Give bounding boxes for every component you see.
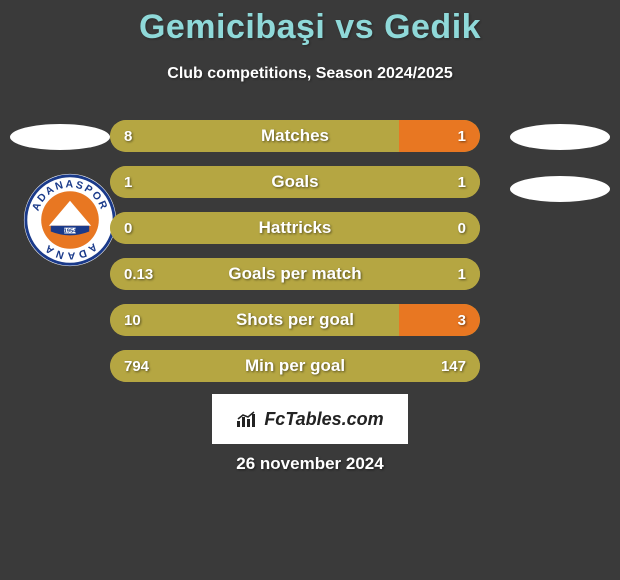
placeholder-shape-right-1 xyxy=(510,124,610,150)
page-subtitle: Club competitions, Season 2024/2025 xyxy=(0,65,620,83)
stat-label: Goals xyxy=(110,166,480,198)
stat-value-left: 0 xyxy=(124,212,132,244)
stat-label: Matches xyxy=(110,120,480,152)
stat-value-left: 0.13 xyxy=(124,258,153,290)
stat-row: Matches8 1 xyxy=(110,120,480,152)
stat-value-right: 147 xyxy=(441,350,466,382)
stat-value-right: 1 xyxy=(458,120,466,152)
stat-label: Goals per match xyxy=(110,258,480,290)
placeholder-shape-right-2 xyxy=(510,176,610,202)
stat-label: Shots per goal xyxy=(110,304,480,336)
team-badge-adanaspor: ADANASPOR ADANA 1954 xyxy=(22,172,118,268)
stat-value-left: 8 xyxy=(124,120,132,152)
stat-value-left: 1 xyxy=(124,166,132,198)
stats-comparison-chart: Matches81Goals11Hattricks00Goals per mat… xyxy=(110,120,510,396)
page-title: Gemicibaşi vs Gedik xyxy=(0,0,620,47)
chart-trend-icon xyxy=(236,409,258,429)
stat-label: Hattricks xyxy=(110,212,480,244)
stat-value-right: 1 xyxy=(458,258,466,290)
footer-date: 26 november 2024 xyxy=(0,454,620,474)
stat-value-right: 1 xyxy=(458,166,466,198)
stat-label: Min per goal xyxy=(110,350,480,382)
watermark-text: FcTables.com xyxy=(264,409,383,430)
stat-value-left: 10 xyxy=(124,304,141,336)
placeholder-shape-left xyxy=(10,124,110,150)
stat-row: Goals per match0.13 1 xyxy=(110,258,480,290)
stat-value-left: 794 xyxy=(124,350,149,382)
stat-row: Min per goal794 147 xyxy=(110,350,480,382)
stat-value-right: 3 xyxy=(458,304,466,336)
watermark-badge: FcTables.com xyxy=(212,394,408,444)
stat-row: Shots per goal10 3 xyxy=(110,304,480,336)
svg-text:1954: 1954 xyxy=(64,228,78,234)
stat-row: Hattricks0 0 xyxy=(110,212,480,244)
stat-value-right: 0 xyxy=(458,212,466,244)
stat-row: Goals1 1 xyxy=(110,166,480,198)
